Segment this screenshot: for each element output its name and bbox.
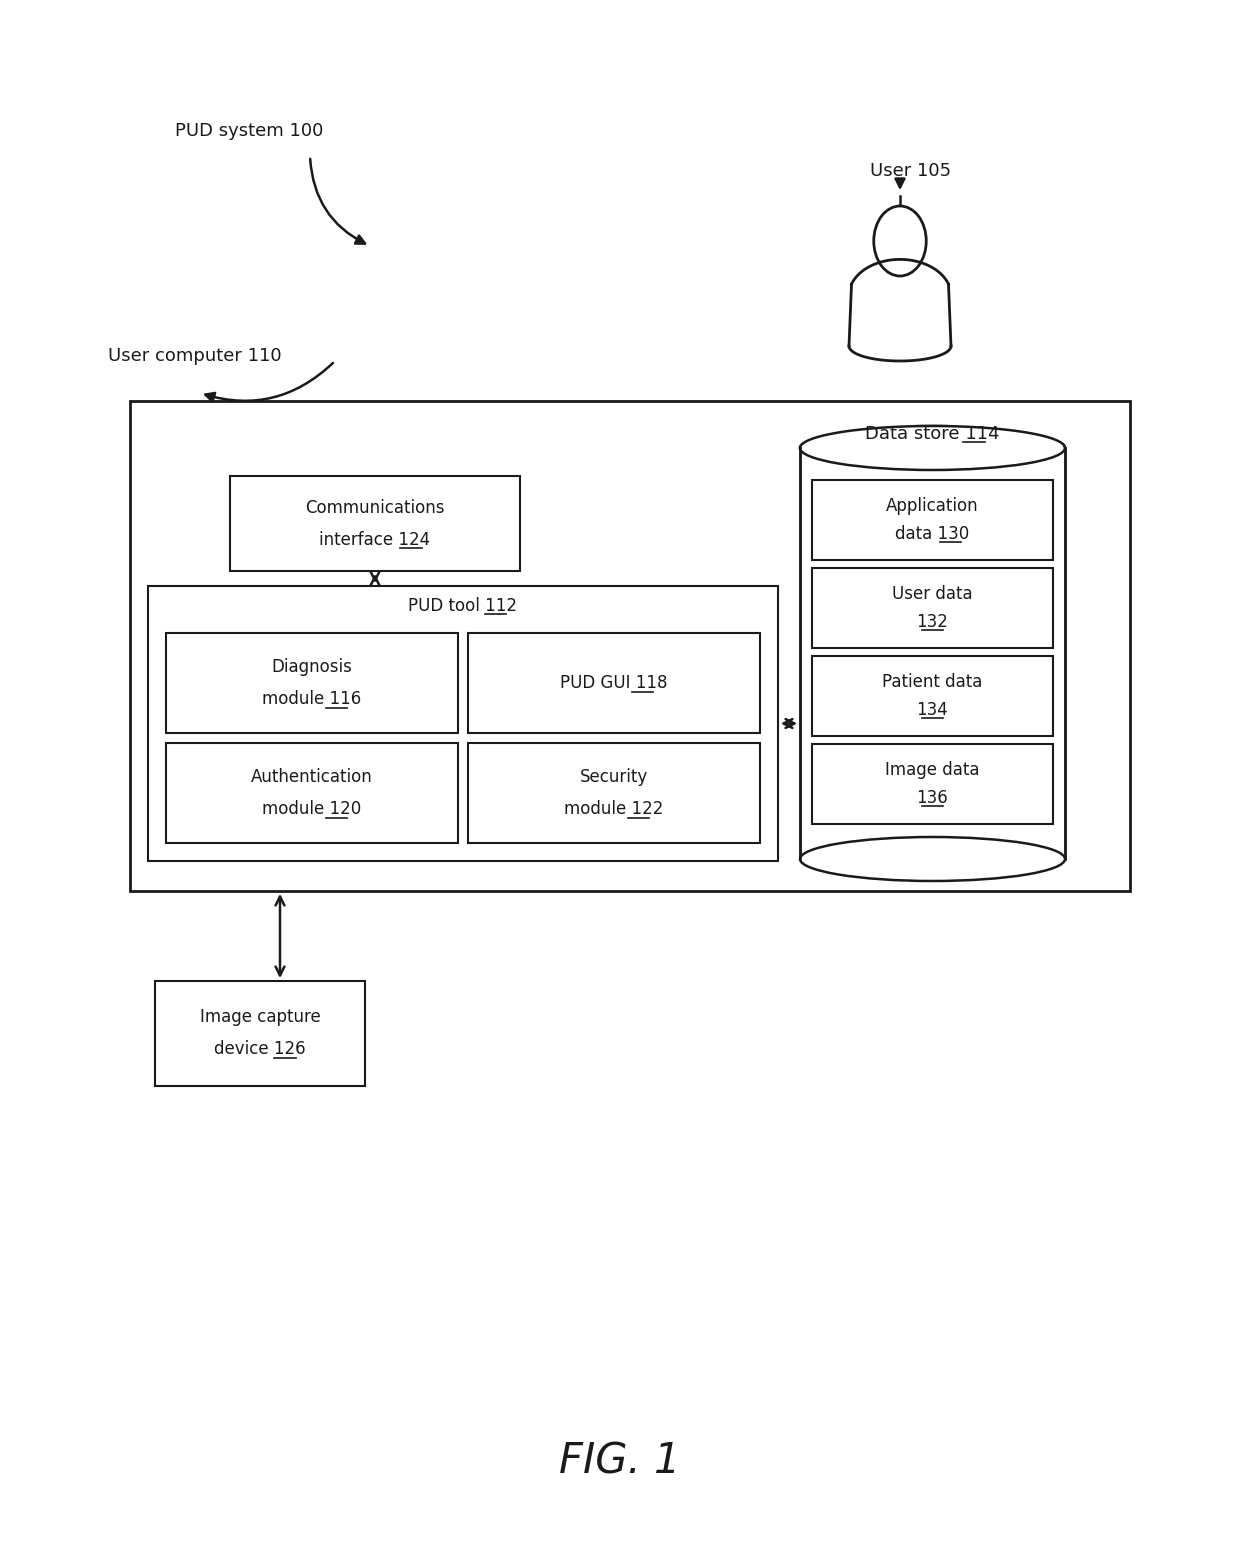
Ellipse shape	[874, 206, 926, 276]
Text: Security: Security	[580, 768, 649, 787]
Text: data 130: data 130	[895, 524, 970, 543]
Bar	[467, 743, 760, 843]
Text: Diagnosis: Diagnosis	[272, 659, 352, 676]
Text: FIG. 1: FIG. 1	[559, 1439, 681, 1481]
Text: Data store 114: Data store 114	[866, 425, 999, 443]
Bar	[148, 585, 777, 862]
Text: module 120: module 120	[263, 799, 362, 818]
Bar	[812, 479, 1053, 560]
Text: device 126: device 126	[215, 1041, 306, 1058]
Bar	[467, 634, 760, 734]
Text: module 116: module 116	[263, 690, 362, 709]
Bar	[812, 568, 1053, 648]
Bar	[812, 656, 1053, 735]
Text: PUD tool 112: PUD tool 112	[408, 596, 517, 615]
Text: Patient data: Patient data	[883, 673, 982, 692]
Text: Application: Application	[887, 496, 978, 515]
Ellipse shape	[800, 426, 1065, 470]
Text: 132: 132	[916, 613, 949, 631]
Text: Image data: Image data	[885, 762, 980, 779]
Text: User computer 110: User computer 110	[108, 347, 281, 365]
Text: PUD system 100: PUD system 100	[175, 122, 324, 140]
Text: module 122: module 122	[564, 799, 663, 818]
Bar	[166, 743, 458, 843]
Text: User data: User data	[893, 585, 973, 603]
Bar	[229, 476, 520, 571]
Text: Authentication: Authentication	[252, 768, 373, 787]
Text: User 105: User 105	[870, 162, 951, 180]
Bar	[130, 401, 1130, 891]
Text: 134: 134	[916, 701, 949, 720]
Text: Image capture: Image capture	[200, 1008, 320, 1027]
Text: Communications: Communications	[305, 498, 445, 517]
Text: interface 124: interface 124	[320, 531, 430, 548]
Bar	[802, 425, 1063, 450]
Text: 136: 136	[916, 788, 949, 807]
Ellipse shape	[800, 837, 1065, 880]
Bar	[812, 745, 1053, 824]
Text: PUD GUI 118: PUD GUI 118	[560, 674, 668, 692]
Bar	[155, 980, 365, 1086]
Bar	[166, 634, 458, 734]
